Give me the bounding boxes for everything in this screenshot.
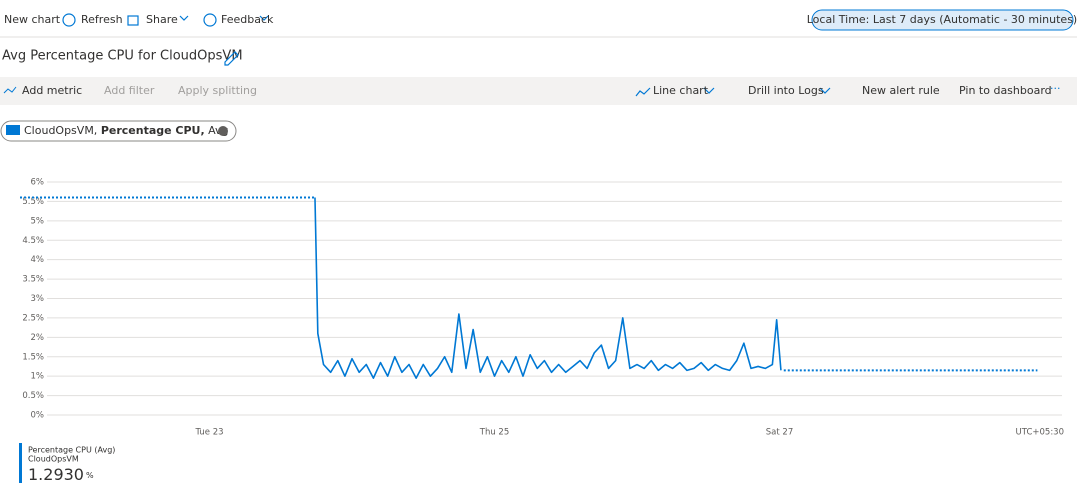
legend-unit: %: [86, 471, 94, 480]
pin-to-dashboard[interactable]: Pin to dashboard: [959, 84, 1052, 97]
metric-chip-text: CloudOpsVM, Percentage CPU, Avg: [24, 124, 229, 137]
y-tick-label: 0.5%: [22, 391, 44, 401]
x-tick-label: Sat 27: [766, 428, 793, 438]
x-tick-label: Thu 25: [479, 428, 509, 438]
new-chart[interactable]: New chart: [4, 13, 61, 26]
y-tick-label: 6%: [31, 178, 45, 188]
time-range[interactable]: Local Time: Last 7 days (Automatic - 30 …: [807, 13, 1077, 26]
add-metric[interactable]: Add metric: [22, 84, 82, 97]
chart-title: Avg Percentage CPU for CloudOpsVM: [2, 49, 243, 64]
add-filter[interactable]: Add filter: [104, 84, 155, 97]
y-tick-label: 2%: [31, 333, 45, 343]
chip-metric: Percentage CPU,: [101, 124, 205, 137]
y-tick-label: 3%: [31, 294, 45, 304]
time-range-pill[interactable]: [811, 9, 1074, 31]
refresh[interactable]: Refresh: [81, 13, 123, 26]
legend-value-number: 1.2930: [28, 465, 84, 484]
legend-value: 1.2930%: [28, 465, 94, 484]
y-tick-label: 1%: [31, 372, 45, 382]
y-tick-label: 2.5%: [22, 313, 44, 323]
more[interactable]: ···: [1050, 82, 1061, 95]
x-tick-label: Tue 23: [194, 428, 223, 438]
new-alert-rule[interactable]: New alert rule: [862, 84, 940, 97]
line-chart[interactable]: Line chart: [653, 84, 709, 97]
legend-resource: CloudOpsVM: [28, 455, 79, 464]
chip-resource: CloudOpsVM,: [24, 124, 97, 137]
series-line: [314, 197, 782, 379]
legend-series: Percentage CPU (Avg): [28, 446, 115, 455]
y-tick-label: 5%: [31, 216, 45, 226]
y-tick-label: 5.5%: [22, 197, 44, 207]
apply-splitting[interactable]: Apply splitting: [178, 84, 257, 97]
y-tick-label: 0%: [31, 411, 45, 421]
timezone-label: UTC+05:30: [1016, 428, 1064, 438]
feedback[interactable]: Feedback: [221, 13, 274, 26]
y-tick-label: 1.5%: [22, 352, 44, 362]
y-tick-label: 3.5%: [22, 275, 44, 285]
y-tick-label: 4%: [31, 255, 45, 265]
share[interactable]: Share: [146, 13, 178, 26]
metric-chip[interactable]: [0, 120, 237, 142]
legend-swatch: [19, 443, 22, 483]
y-tick-label: 4.5%: [22, 236, 44, 246]
drill-into-logs[interactable]: Drill into Logs: [748, 84, 824, 97]
